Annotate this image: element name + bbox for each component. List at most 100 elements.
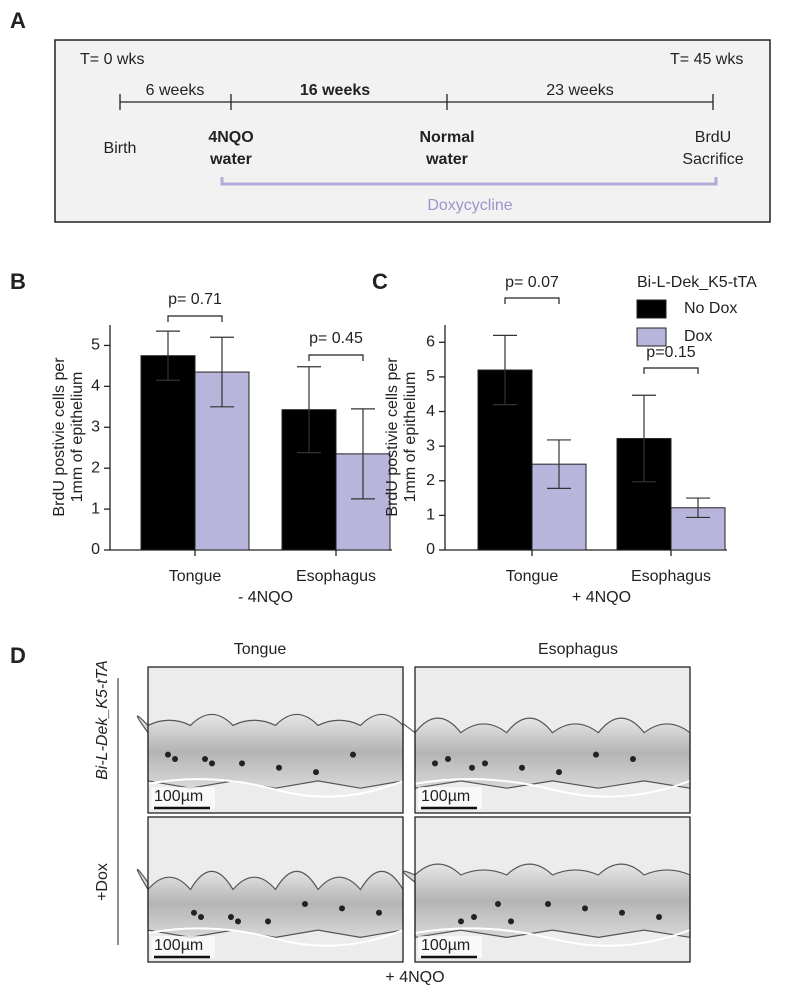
scale-label-bg — [418, 936, 482, 958]
legend-label: No Dox — [684, 300, 737, 317]
nucleus — [313, 769, 319, 776]
p-value: p= 0.45 — [309, 330, 363, 347]
significance-bracket — [504, 297, 560, 304]
nucleus — [376, 909, 382, 916]
bar — [140, 355, 196, 551]
event: Normal — [419, 129, 474, 146]
basement-membrane — [147, 778, 404, 798]
column-label: Esophagus — [538, 641, 618, 658]
scale-label-bg — [418, 787, 482, 809]
nucleus — [482, 760, 488, 767]
nucleus — [508, 918, 514, 925]
significance-bracket — [308, 354, 364, 361]
scale-bar-label: 100µm — [421, 788, 470, 805]
event: water — [425, 151, 468, 168]
nucleus — [235, 918, 241, 925]
micrograph-frame — [414, 666, 691, 814]
start-time: T= 0 wks — [80, 51, 144, 68]
nucleus — [202, 755, 208, 762]
basement-membrane — [147, 927, 404, 947]
nucleus — [209, 760, 215, 767]
nucleus — [656, 914, 662, 921]
end-time: T= 45 wks — [670, 51, 743, 68]
y-tick-label: 2 — [91, 459, 100, 476]
y-tick-label: 1 — [91, 500, 100, 517]
event: water — [209, 151, 252, 168]
nucleus — [556, 769, 562, 776]
treatment: Doxycycline — [427, 197, 512, 214]
legend-swatch — [636, 327, 667, 347]
interval: 6 weeks — [146, 82, 205, 99]
nucleus — [165, 751, 171, 758]
row-label: Bi-L-Dek_K5-tTA — [94, 660, 111, 780]
event: Birth — [104, 140, 137, 157]
y-axis-label: BrdU postivie cells per — [384, 357, 401, 517]
interval: 16 weeks — [300, 82, 370, 99]
y-tick-label: 6 — [426, 334, 435, 351]
micrograph-frame — [414, 816, 691, 963]
significance-bracket — [643, 367, 699, 374]
timeline-box — [54, 39, 771, 223]
x-tick-label: Tongue — [506, 568, 559, 585]
scale-label-bg — [151, 936, 215, 958]
micrograph-frame — [147, 816, 404, 963]
error-bar — [632, 394, 656, 483]
micrograph: 100µm — [402, 666, 691, 814]
epithelium — [136, 868, 404, 938]
error-bar — [156, 330, 180, 381]
micrograph-frame — [147, 666, 404, 814]
nucleus — [432, 760, 438, 767]
x-tick-label: Esophagus — [296, 568, 376, 585]
scale-bar-label: 100µm — [154, 788, 203, 805]
bar — [335, 453, 391, 551]
x-axis-label: - 4NQO — [238, 589, 293, 606]
basement-membrane — [414, 927, 691, 947]
y-tick-label: 3 — [91, 418, 100, 435]
nucleus — [545, 901, 551, 907]
legend-title: Bi-L-Dek_K5-tTA — [637, 274, 757, 291]
y-axis-label: 1mm of epithelium — [402, 372, 419, 503]
nucleus — [172, 755, 178, 762]
panel-label: A — [10, 8, 26, 33]
y-tick-label: 3 — [426, 437, 435, 454]
error-bar — [547, 439, 571, 489]
error-bar — [297, 366, 321, 454]
epithelium — [136, 713, 404, 789]
y-tick-label: 5 — [426, 368, 435, 385]
scale-label-bg — [151, 787, 215, 809]
nucleus — [445, 755, 451, 762]
nucleus — [593, 751, 599, 758]
panel-label: C — [372, 269, 388, 294]
x-tick-label: Esophagus — [631, 568, 711, 585]
treatment-bracket — [220, 177, 718, 186]
nucleus — [276, 764, 282, 771]
p-value: p=0.15 — [646, 344, 695, 361]
event: Sacrifice — [682, 151, 743, 168]
y-axis-label: 1mm of epithelium — [69, 372, 86, 503]
nucleus — [265, 918, 271, 925]
nucleus — [302, 901, 308, 907]
p-value: p= 0.71 — [168, 291, 222, 308]
y-axis-label: BrdU postivie cells per — [51, 357, 68, 517]
nucleus — [191, 909, 197, 916]
nucleus — [519, 764, 525, 771]
y-tick-label: 4 — [91, 378, 100, 395]
epithelium — [402, 863, 691, 939]
epithelium — [402, 717, 691, 789]
treatment-label: +Dox — [94, 863, 111, 901]
interval: 23 weeks — [546, 82, 614, 99]
nucleus — [471, 914, 477, 921]
error-bar — [210, 336, 234, 408]
micrograph: 100µm — [136, 666, 404, 814]
nucleus — [239, 760, 245, 767]
nucleus — [582, 905, 588, 912]
error-bar — [493, 334, 517, 406]
nucleus — [198, 914, 204, 921]
micrograph: 100µm — [402, 816, 691, 963]
legend-swatch — [636, 299, 667, 319]
panel-label: B — [10, 269, 26, 294]
nucleus — [458, 918, 464, 925]
y-tick-label: 4 — [426, 403, 435, 420]
legend-label: Dox — [684, 328, 712, 345]
